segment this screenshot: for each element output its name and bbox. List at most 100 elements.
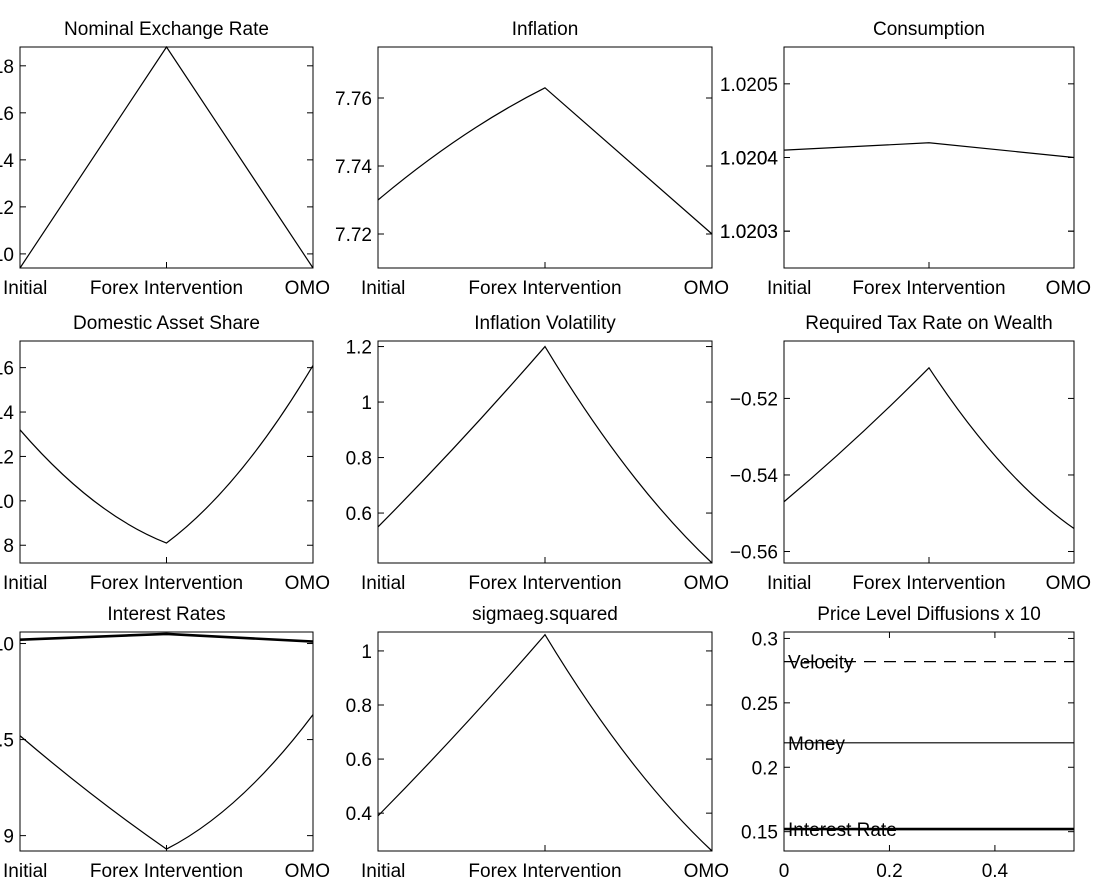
y-tick-label: 1 bbox=[361, 642, 372, 663]
series-line-1 bbox=[377, 345, 713, 564]
x-tick-label: Initial bbox=[767, 573, 811, 594]
axes-box bbox=[783, 631, 1075, 852]
y-tick-label: 16 bbox=[0, 359, 14, 380]
subplot-8: sigmaeg.squared 0.4 0.6 0.8 1 Initial Forex In… bbox=[346, 604, 729, 882]
y-tick-label: 16 bbox=[0, 104, 14, 125]
y-tick-label: 1.0205 bbox=[720, 75, 778, 96]
axes-box bbox=[377, 631, 713, 852]
subplot-5: Inflation Volatility 0.6 0.8 1 1.2 Initial For… bbox=[346, 313, 729, 594]
y-tick-label: 7.72 bbox=[335, 225, 372, 246]
y-tick-label: 7.76 bbox=[335, 89, 372, 110]
x-tick-label: Forex Intervention bbox=[852, 278, 1005, 299]
y-tick-label: 1 bbox=[361, 393, 372, 414]
subplot-title: Nominal Exchange Rate bbox=[64, 19, 269, 40]
x-tick-label: Initial bbox=[767, 278, 811, 299]
subplot-1: Nominal Exchange Rate 10 12 14 16 18 Initial Fo… bbox=[0, 19, 330, 299]
x-tick-label: Forex Intervention bbox=[468, 861, 621, 882]
y-tick-label: 10 bbox=[0, 245, 14, 266]
x-tick-label: Initial bbox=[361, 278, 405, 299]
x-tick-label: Forex Intervention bbox=[468, 573, 621, 594]
x-tick-label: 0 bbox=[779, 861, 790, 882]
y-tick-label: 0.6 bbox=[346, 750, 372, 771]
y-tick-label: −0.54 bbox=[730, 466, 779, 487]
axes-box bbox=[783, 46, 1075, 269]
series-line-1 bbox=[377, 633, 713, 852]
subplot-title: Required Tax Rate on Wealth bbox=[805, 313, 1053, 334]
series-line-1 bbox=[19, 632, 314, 643]
x-tick-label: Forex Intervention bbox=[90, 278, 243, 299]
y-tick-label: 10 bbox=[0, 492, 14, 513]
subplot-title: Interest Rates bbox=[107, 604, 225, 625]
subplot-title: Inflation Volatility bbox=[474, 313, 616, 334]
y-tick-label: 12 bbox=[0, 447, 14, 468]
y-tick-label: 7.74 bbox=[335, 157, 372, 178]
subplot-title: Price Level Diffusions x 10 bbox=[817, 604, 1041, 625]
subplot-6: Required Tax Rate on Wealth −0.56 −0.54 −0.… bbox=[730, 313, 1091, 594]
y-tick-label: 1.0203 bbox=[720, 222, 778, 243]
series-label: Money bbox=[788, 734, 846, 755]
series-line-2 bbox=[19, 714, 314, 850]
series-line-1 bbox=[19, 365, 314, 544]
y-tick-label: 1.2 bbox=[346, 338, 372, 359]
x-tick-label: Initial bbox=[3, 573, 47, 594]
y-tick-label: 9.5 bbox=[0, 731, 14, 752]
series-label: Interest Rate bbox=[788, 820, 897, 841]
y-tick-label: 0.8 bbox=[346, 696, 372, 717]
y-tick-label: −0.52 bbox=[730, 389, 778, 410]
subplot-title: sigmaeg.squared bbox=[472, 604, 618, 625]
series-line-1 bbox=[783, 366, 1075, 530]
x-tick-label: Forex Intervention bbox=[90, 861, 243, 882]
x-tick-label: Initial bbox=[361, 861, 405, 882]
y-tick-label: 0.15 bbox=[741, 823, 778, 844]
x-tick-label: OMO bbox=[684, 573, 729, 594]
x-tick-label: 0.4 bbox=[982, 861, 1009, 882]
y-tick-label: 1.0204 bbox=[720, 149, 779, 170]
y-tick-label: 12 bbox=[0, 198, 14, 219]
y-tick-label: 0.25 bbox=[741, 694, 778, 715]
x-tick-label: OMO bbox=[684, 278, 729, 299]
subplot-2: Inflation 7.72 7.74 7.76 Initial Forex Interv… bbox=[335, 19, 729, 299]
x-tick-label: OMO bbox=[285, 278, 330, 299]
x-tick-label: Forex Intervention bbox=[90, 573, 243, 594]
subplot-9: Price Level Diffusions x 10 0.15 0.2 0.25 0.… bbox=[741, 604, 1075, 882]
x-tick-label: OMO bbox=[1046, 573, 1091, 594]
series-label: Velocity bbox=[788, 653, 854, 674]
y-tick-label: 0.2 bbox=[752, 758, 778, 779]
y-tick-label: 0.3 bbox=[752, 629, 778, 650]
subplot-title: Consumption bbox=[873, 19, 985, 40]
y-tick-label: 1.0203 bbox=[720, 222, 778, 243]
y-tick-label: 18 bbox=[0, 57, 14, 78]
x-tick-label: OMO bbox=[1046, 278, 1091, 299]
x-tick-label: Initial bbox=[3, 861, 47, 882]
y-tick-label: 8 bbox=[3, 536, 14, 557]
series-line-1 bbox=[783, 142, 1075, 159]
subplot-4: Domestic Asset Share 8 10 12 14 16 Initial Fore… bbox=[0, 313, 330, 594]
y-tick-label: 14 bbox=[0, 151, 14, 172]
subplot-7: Interest Rates 9 9.5 10 Initial Forex Interve… bbox=[0, 604, 330, 882]
x-tick-label: OMO bbox=[285, 573, 330, 594]
axes-box bbox=[19, 631, 314, 852]
x-tick-label: Forex Intervention bbox=[468, 278, 621, 299]
series-line-1 bbox=[19, 45, 314, 269]
subplot-title: Domestic Asset Share bbox=[73, 313, 260, 334]
y-tick-label: −0.56 bbox=[730, 543, 778, 564]
axes-box bbox=[19, 340, 314, 564]
x-tick-label: Initial bbox=[3, 278, 47, 299]
axes-box bbox=[377, 46, 713, 269]
subplot-title: Inflation bbox=[512, 19, 579, 40]
y-tick-label: 1.0204 bbox=[720, 149, 779, 170]
y-tick-label: 14 bbox=[0, 403, 14, 424]
y-tick-label: 0.6 bbox=[346, 504, 372, 525]
x-tick-label: Initial bbox=[361, 573, 405, 594]
subplot-3: Consumption1.02031.02031.02041.02041.020… bbox=[720, 19, 1091, 299]
axes-box bbox=[19, 46, 314, 269]
y-tick-label: 10 bbox=[0, 635, 14, 656]
axes-box bbox=[377, 340, 713, 564]
x-tick-label: OMO bbox=[684, 861, 729, 882]
x-tick-label: OMO bbox=[285, 861, 330, 882]
y-tick-label: 0.4 bbox=[346, 804, 373, 825]
x-tick-label: 0.2 bbox=[876, 861, 902, 882]
y-tick-label: 0.8 bbox=[346, 449, 372, 470]
y-tick-label: 9 bbox=[3, 827, 14, 848]
